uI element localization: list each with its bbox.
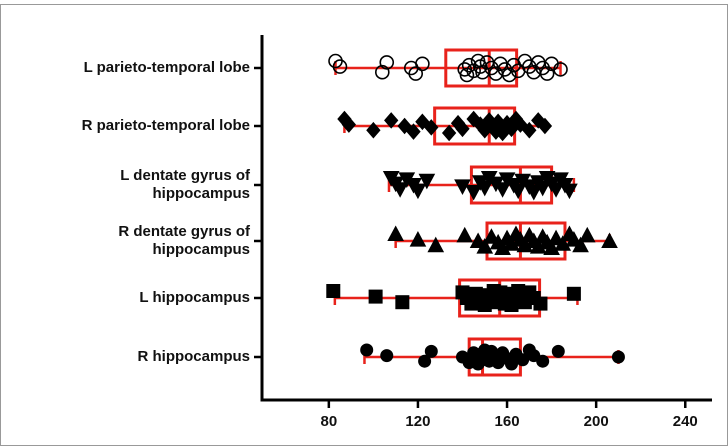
point xyxy=(409,231,427,247)
point xyxy=(454,179,471,195)
point xyxy=(408,66,424,81)
y-tick-label-line: R hippocampus xyxy=(137,348,250,365)
point xyxy=(601,232,618,248)
x-tick-label: 240 xyxy=(673,413,698,430)
point xyxy=(406,123,421,140)
point xyxy=(551,344,565,358)
point xyxy=(553,62,568,77)
point xyxy=(537,117,553,135)
y-tick-label-line: L dentate gyrus of xyxy=(120,167,251,184)
point xyxy=(384,112,399,129)
y-tick-label: L parieto-temporal lobe xyxy=(84,59,250,76)
x-tick-label: 120 xyxy=(405,413,430,430)
point xyxy=(516,353,530,367)
point xyxy=(424,344,438,358)
point xyxy=(476,238,494,254)
point xyxy=(427,236,445,253)
y-tick-label-line: L hippocampus xyxy=(139,289,250,306)
x-tick-label: 160 xyxy=(495,413,520,430)
y-tick-label: L hippocampus xyxy=(139,289,250,306)
box xyxy=(444,48,519,88)
point xyxy=(409,183,427,200)
point xyxy=(418,173,436,190)
point xyxy=(522,121,537,139)
point xyxy=(379,55,395,70)
y-tick-label: L dentate gyrus of hippocampus xyxy=(120,167,251,202)
y-tick-label: R dentate gyrus of hippocampus xyxy=(118,223,251,258)
point xyxy=(366,121,381,139)
point xyxy=(566,286,581,301)
point xyxy=(374,64,390,80)
point xyxy=(387,225,404,241)
point xyxy=(395,295,410,310)
x-tick-label: 80 xyxy=(320,413,337,430)
point xyxy=(455,120,470,138)
point xyxy=(578,226,596,243)
point xyxy=(561,183,578,200)
point xyxy=(360,343,374,357)
point xyxy=(341,116,357,133)
point xyxy=(391,182,409,198)
point xyxy=(513,116,528,133)
y-tick-label-line: hippocampus xyxy=(152,241,250,258)
point xyxy=(415,56,430,72)
point xyxy=(572,236,589,253)
point xyxy=(501,67,517,83)
point xyxy=(368,289,383,304)
y-tick-label-line: L parieto-temporal lobe xyxy=(84,59,250,76)
point xyxy=(456,226,474,243)
point xyxy=(418,354,432,368)
point xyxy=(465,185,482,201)
point xyxy=(415,113,430,131)
point xyxy=(611,350,625,364)
point xyxy=(397,117,412,135)
point xyxy=(326,284,341,298)
point xyxy=(536,354,550,368)
point xyxy=(554,235,572,251)
x-tick-label: 200 xyxy=(584,413,609,430)
y-tick-label-line: R parieto-temporal lobe xyxy=(82,117,250,134)
y-tick-label: R parieto-temporal lobe xyxy=(82,117,250,134)
point xyxy=(543,239,560,255)
point xyxy=(332,59,348,74)
y-tick-label-line: R dentate gyrus of xyxy=(118,223,251,240)
y-tick-label: R hippocampus xyxy=(137,348,250,365)
point xyxy=(380,349,394,363)
y-tick-label-line: hippocampus xyxy=(152,185,250,202)
point xyxy=(424,119,439,136)
point xyxy=(539,66,555,81)
point xyxy=(533,296,548,311)
point xyxy=(441,124,457,142)
